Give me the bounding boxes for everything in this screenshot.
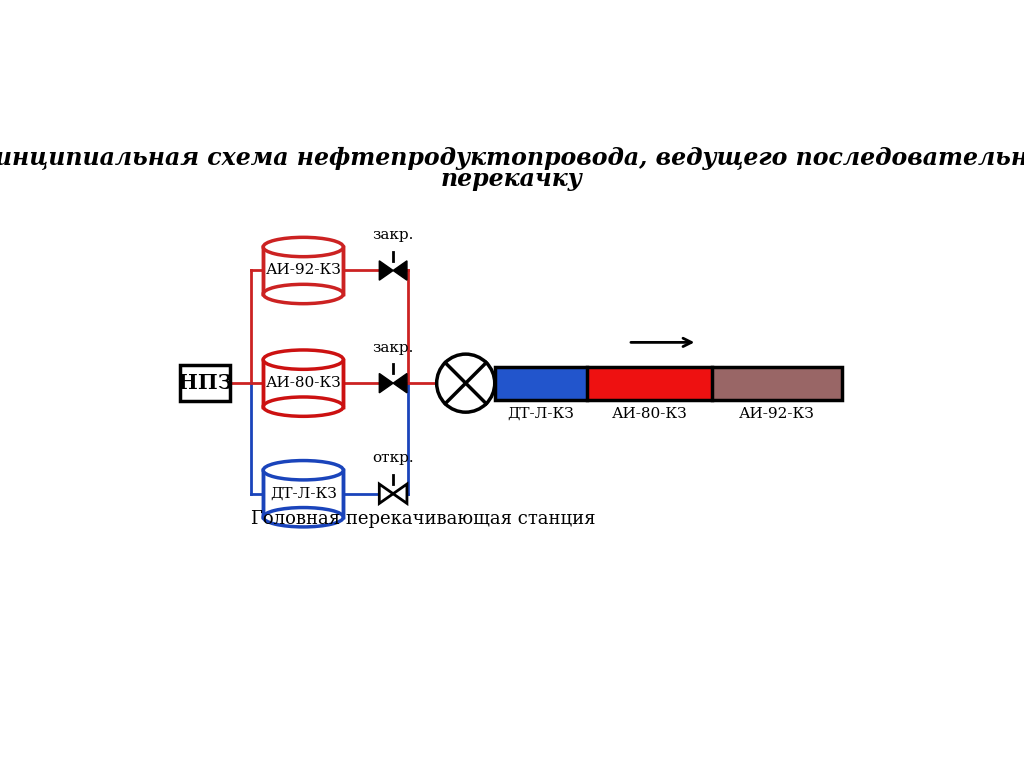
Bar: [712, 367, 843, 400]
Text: Головная перекачивающая станция: Головная перекачивающая станция: [252, 510, 596, 528]
Text: АИ-92-КЗ: АИ-92-КЗ: [265, 264, 341, 278]
Text: Принципиальная схема нефтепродуктопровода, ведущего последовательную: Принципиальная схема нефтепродуктопровод…: [0, 146, 1024, 170]
Text: АИ-80-КЗ: АИ-80-КЗ: [611, 407, 687, 420]
Bar: [180, 365, 230, 401]
Bar: [495, 367, 587, 400]
Text: ДТ-Л-КЗ: ДТ-Л-КЗ: [508, 407, 574, 420]
Bar: [587, 367, 712, 400]
Circle shape: [436, 354, 495, 412]
Text: ДТ-Л-КЗ: ДТ-Л-КЗ: [270, 487, 337, 501]
Ellipse shape: [263, 397, 343, 416]
Polygon shape: [393, 374, 407, 393]
Text: закр.: закр.: [373, 228, 414, 242]
Polygon shape: [393, 484, 407, 503]
Polygon shape: [379, 484, 393, 503]
Text: НПЗ: НПЗ: [178, 374, 232, 393]
Polygon shape: [379, 261, 393, 280]
Bar: [264, 470, 343, 517]
Bar: [264, 360, 343, 407]
Polygon shape: [379, 374, 393, 393]
Bar: [264, 247, 343, 294]
Text: закр.: закр.: [373, 341, 414, 355]
Bar: [263, 470, 343, 517]
Text: АИ-80-КЗ: АИ-80-КЗ: [265, 376, 341, 390]
Text: перекачку: перекачку: [441, 166, 583, 190]
Polygon shape: [393, 261, 407, 280]
Ellipse shape: [263, 237, 343, 257]
Bar: [263, 247, 343, 294]
Text: АИ-92-КЗ: АИ-92-КЗ: [739, 407, 815, 420]
Ellipse shape: [263, 285, 343, 304]
Ellipse shape: [263, 460, 343, 480]
Bar: [263, 360, 343, 407]
Ellipse shape: [263, 350, 343, 370]
Bar: [495, 367, 843, 400]
Ellipse shape: [263, 508, 343, 527]
Text: откр.: откр.: [373, 452, 414, 466]
